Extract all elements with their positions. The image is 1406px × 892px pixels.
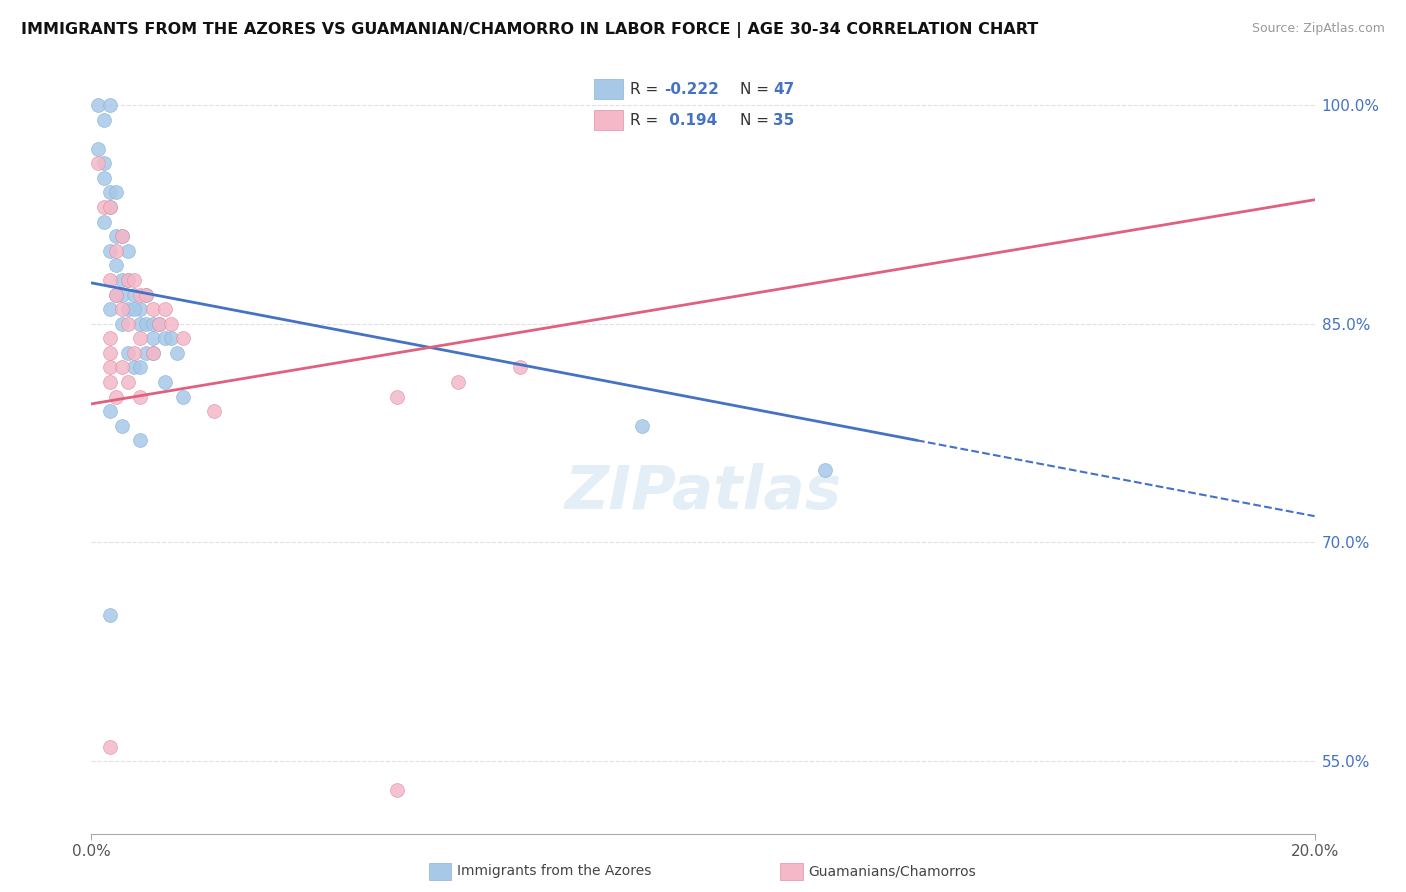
Point — [117, 273, 139, 287]
Point — [129, 331, 152, 345]
Point — [93, 112, 115, 127]
Text: N =: N = — [740, 82, 769, 97]
Point — [122, 302, 145, 317]
Point — [93, 200, 115, 214]
Point — [141, 346, 163, 360]
Point — [141, 302, 163, 317]
Point — [129, 390, 152, 404]
Point — [111, 229, 134, 244]
Point — [202, 404, 225, 418]
Point — [814, 462, 837, 476]
Point — [93, 156, 115, 170]
Point — [117, 346, 139, 360]
Text: N =: N = — [740, 112, 769, 128]
Point — [135, 287, 157, 301]
Point — [141, 331, 163, 345]
Point — [104, 229, 127, 244]
Point — [117, 375, 139, 389]
Point — [104, 244, 127, 258]
Text: IMMIGRANTS FROM THE AZORES VS GUAMANIAN/CHAMORRO IN LABOR FORCE | AGE 30-34 CORR: IMMIGRANTS FROM THE AZORES VS GUAMANIAN/… — [21, 22, 1039, 38]
Point — [153, 331, 176, 345]
Point — [98, 273, 121, 287]
Point — [98, 186, 121, 200]
Text: R =: R = — [630, 112, 658, 128]
Text: 0.194: 0.194 — [664, 112, 717, 128]
Point — [111, 360, 134, 375]
Point — [117, 317, 139, 331]
Text: 35: 35 — [773, 112, 794, 128]
Point — [98, 302, 121, 317]
Point — [104, 186, 127, 200]
Point — [129, 317, 152, 331]
Point — [104, 259, 127, 273]
Point — [98, 608, 121, 623]
Point — [122, 287, 145, 301]
Point — [93, 170, 115, 185]
Point — [104, 287, 127, 301]
Point — [117, 244, 139, 258]
Point — [111, 302, 134, 317]
Point — [98, 375, 121, 389]
Point — [160, 317, 183, 331]
Point — [129, 360, 152, 375]
FancyBboxPatch shape — [593, 79, 623, 99]
Point — [93, 214, 115, 228]
Point — [111, 317, 134, 331]
Point — [148, 317, 170, 331]
FancyBboxPatch shape — [593, 111, 623, 130]
Point — [129, 302, 152, 317]
Point — [86, 156, 108, 170]
Point — [129, 287, 152, 301]
Point — [111, 418, 134, 433]
Text: ZIPatlas: ZIPatlas — [564, 463, 842, 523]
Text: -0.222: -0.222 — [664, 82, 718, 97]
Point — [135, 287, 157, 301]
Point — [135, 317, 157, 331]
Text: R =: R = — [630, 82, 658, 97]
Point — [98, 200, 121, 214]
Point — [122, 273, 145, 287]
Text: Source: ZipAtlas.com: Source: ZipAtlas.com — [1251, 22, 1385, 36]
Point — [172, 390, 194, 404]
Point — [172, 331, 194, 345]
Text: Guamanians/Chamorros: Guamanians/Chamorros — [808, 864, 976, 879]
Point — [135, 346, 157, 360]
Point — [98, 244, 121, 258]
Point — [111, 273, 134, 287]
Point — [111, 287, 134, 301]
Point — [98, 200, 121, 214]
Point — [509, 360, 531, 375]
Point — [153, 302, 176, 317]
Text: 47: 47 — [773, 82, 794, 97]
Point — [111, 229, 134, 244]
Point — [153, 375, 176, 389]
Point — [141, 346, 163, 360]
Point — [148, 317, 170, 331]
Point — [98, 360, 121, 375]
Point — [104, 390, 127, 404]
Point — [122, 360, 145, 375]
Point — [86, 98, 108, 112]
Point — [98, 98, 121, 112]
Point — [86, 142, 108, 156]
Point — [122, 346, 145, 360]
Point — [104, 287, 127, 301]
Point — [447, 375, 470, 389]
Point — [98, 404, 121, 418]
Point — [98, 346, 121, 360]
Point — [117, 273, 139, 287]
Text: Immigrants from the Azores: Immigrants from the Azores — [457, 864, 651, 879]
Point — [141, 317, 163, 331]
Point — [631, 418, 654, 433]
Point — [117, 302, 139, 317]
Point — [98, 739, 121, 754]
Point — [98, 331, 121, 345]
Point — [385, 390, 409, 404]
Point — [385, 783, 409, 797]
Point — [160, 331, 183, 345]
Point — [129, 434, 152, 448]
Point — [166, 346, 188, 360]
